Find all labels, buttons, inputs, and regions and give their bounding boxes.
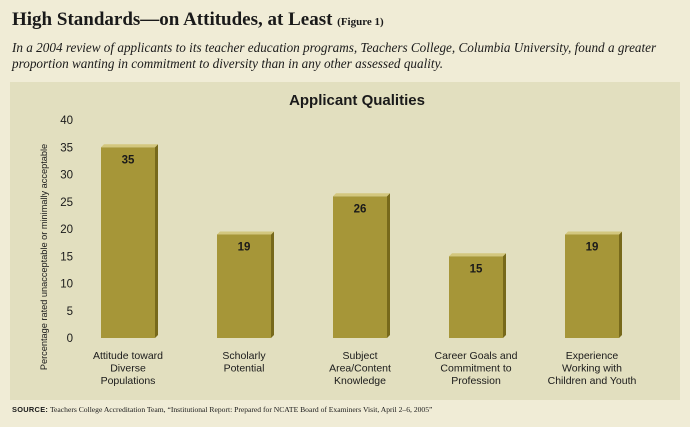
bar-side <box>271 231 274 338</box>
x-tick-label-line: Potential <box>224 363 265 375</box>
x-tick-label: Experience Working with Children and Youth <box>548 350 637 387</box>
bar-group: 26 <box>333 193 390 338</box>
bar-group: 15 <box>449 253 506 338</box>
bar-data-label: 19 <box>238 241 251 253</box>
x-tick-label-line: Commitment to <box>440 363 511 375</box>
bar-side <box>503 253 506 338</box>
chart-panel: Applicant Qualities Percentage rated una… <box>10 82 680 400</box>
x-tick-label-line: Career Goals and <box>435 350 518 362</box>
x-tick-label-line: Knowledge <box>334 375 386 387</box>
bar-data-label: 19 <box>586 241 599 253</box>
x-tick-label-line: Scholarly <box>222 350 266 362</box>
bar-side <box>387 193 390 338</box>
bars: 35 19 26 15 19 <box>101 144 622 338</box>
x-tick-label: Attitude toward Diverse Populations <box>93 350 163 387</box>
x-tick-label-line: Working with <box>562 363 622 375</box>
y-tick-label: 5 <box>67 306 73 318</box>
source-label: SOURCE: <box>12 405 49 414</box>
bar-data-label: 35 <box>122 154 135 166</box>
bar-group: 19 <box>565 231 622 338</box>
bar <box>565 234 619 338</box>
bar-top <box>333 193 390 197</box>
y-tick-label: 15 <box>60 251 73 263</box>
figure-title-text: High Standards—on Attitudes, at Least <box>12 9 333 30</box>
x-tick-label: Career Goals and Commitment to Profession <box>435 350 518 387</box>
y-tick-label: 40 <box>60 115 73 127</box>
x-tick-label: Scholarly Potential <box>222 350 266 375</box>
bar-side <box>619 231 622 338</box>
figure-title: High Standards—on Attitudes, at Least (F… <box>12 9 384 31</box>
bar <box>449 256 503 338</box>
bar <box>101 147 155 338</box>
bar-data-label: 26 <box>354 203 367 215</box>
bar-top <box>565 231 622 235</box>
x-tick-label-line: Experience <box>566 350 619 362</box>
x-axis: Attitude toward Diverse Populations Scholar… <box>93 350 637 387</box>
bar-side <box>155 144 158 338</box>
bar <box>217 234 271 338</box>
x-tick-label-line: Populations <box>101 375 156 387</box>
y-tick-label: 25 <box>60 197 73 209</box>
figure-subtitle: In a 2004 review of applicants to its te… <box>12 40 657 71</box>
y-tick-label: 10 <box>60 279 73 291</box>
bar-group: 19 <box>217 231 274 338</box>
y-axis: 0 5 10 15 20 25 30 35 40 <box>60 115 73 345</box>
y-tick-label: 20 <box>60 224 73 236</box>
bar-top <box>449 253 506 257</box>
x-tick-label-line: Children and Youth <box>548 375 637 387</box>
y-tick-label: 0 <box>67 333 73 345</box>
y-tick-label: 30 <box>60 170 73 182</box>
bar-group: 35 <box>101 144 158 338</box>
y-axis-label: Percentage rated unacceptable or minimal… <box>39 144 49 370</box>
chart-title: Applicant Qualities <box>289 92 425 109</box>
x-tick-label-line: Subject <box>342 350 377 362</box>
bar-top <box>217 231 274 235</box>
x-tick-label-line: Profession <box>451 375 501 387</box>
figure-label: (Figure 1) <box>337 16 384 28</box>
bar <box>333 196 387 338</box>
x-tick-label-line: Attitude toward <box>93 350 163 362</box>
bar-chart: Applicant Qualities Percentage rated una… <box>39 92 637 387</box>
source-note: SOURCE: Teachers College Accreditation T… <box>12 405 682 414</box>
bar-data-label: 15 <box>470 263 483 275</box>
x-tick-label-line: Diverse <box>110 363 146 375</box>
x-tick-label-line: Area/Content <box>329 363 391 375</box>
bar-top <box>101 144 158 148</box>
source-text: Teachers College Accreditation Team, “In… <box>49 405 433 414</box>
x-tick-label: Subject Area/Content Knowledge <box>329 350 391 387</box>
y-tick-label: 35 <box>60 142 73 154</box>
